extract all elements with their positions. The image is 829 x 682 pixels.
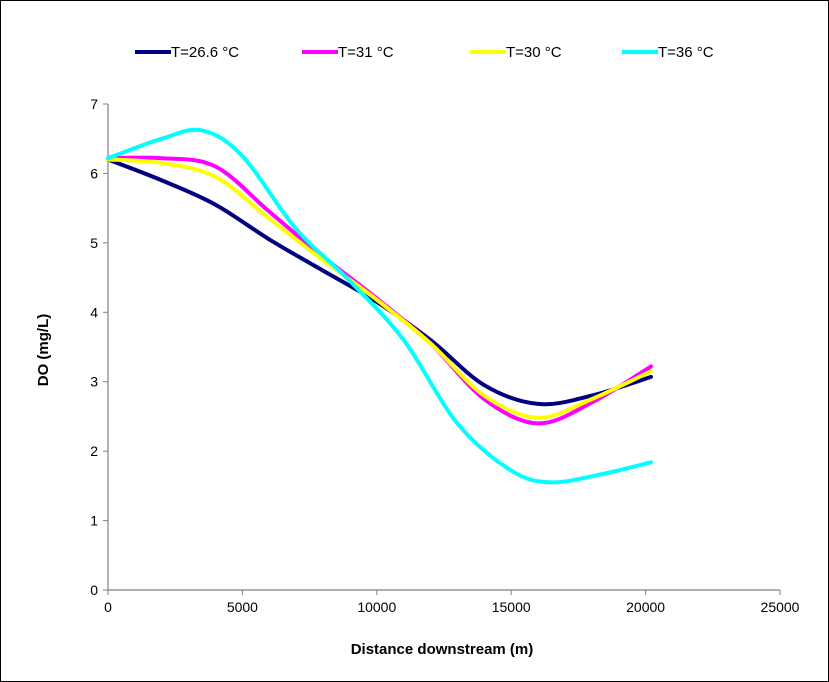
- y-tick-label: 6: [90, 165, 98, 181]
- series-line-1: [106, 157, 653, 407]
- legend-label: T=31 °C: [338, 44, 394, 61]
- x-tick-label: 15000: [492, 599, 531, 615]
- axes: 0 5000 10000 15000 20000 25000 0 1 2 3 4 5 6 7: [90, 96, 799, 615]
- x-tick-label: 10000: [357, 599, 396, 615]
- y-tick-label: 1: [90, 513, 98, 529]
- x-tick-label: 0: [104, 599, 112, 615]
- y-tick-label: 5: [90, 235, 98, 251]
- legend-label: T=30 °C: [506, 44, 562, 61]
- y-tick-label: 4: [90, 304, 98, 320]
- legend-item-2: T=31 °C: [302, 44, 394, 61]
- series-line-4: [106, 127, 653, 485]
- y-tick-label: 2: [90, 443, 98, 459]
- series-line-2: [106, 155, 653, 426]
- legend-label: T=26.6 °C: [171, 44, 239, 61]
- legend-label: T=36 °C: [658, 44, 714, 61]
- y-tick-label: 0: [90, 582, 98, 598]
- x-tick-label: 25000: [761, 599, 800, 615]
- legend-item-4: T=36 °C: [622, 44, 714, 61]
- series-line-3: [106, 157, 653, 420]
- legend-item-1: T=26.6 °C: [135, 44, 239, 61]
- x-tick-label: 20000: [626, 599, 665, 615]
- y-tick-label: 3: [90, 374, 98, 390]
- legend: T=26.6 °C T=31 °C T=30 °C T=36 °C: [135, 44, 714, 61]
- y-axis-title: DO (mg/L): [35, 314, 52, 387]
- legend-item-3: T=30 °C: [470, 44, 562, 61]
- x-tick-label: 5000: [227, 599, 258, 615]
- series-layer: [106, 127, 653, 485]
- x-axis-title: Distance downstream (m): [351, 641, 534, 658]
- y-tick-label: 7: [90, 96, 98, 112]
